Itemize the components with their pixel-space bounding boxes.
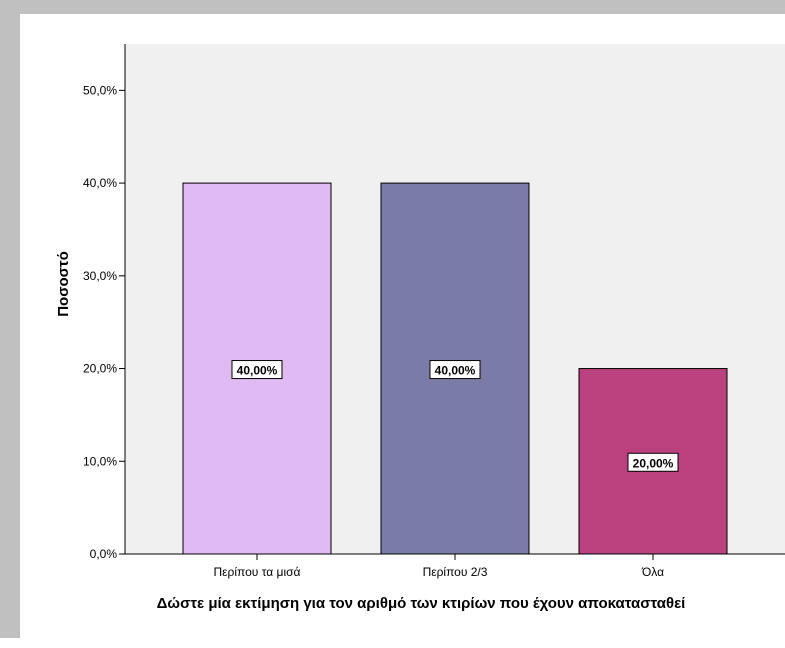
y-tick-label: 10,0% [83, 454, 117, 468]
data-label-box [429, 360, 481, 380]
y-tick-label: 30,0% [83, 269, 117, 283]
y-axis-ticks: 0,0% 10,0% 20,0% 30,0% 40,0% 50,0% [83, 83, 125, 561]
x-axis-ticks: Περίπου τα μισά Περίπου 2/3 Όλα [214, 554, 664, 579]
y-tick-label: 50,0% [83, 83, 117, 97]
bars: 40,00% 40,00% 20,00% [182, 182, 728, 555]
data-label: 40,00% [237, 364, 278, 378]
data-label-box [627, 452, 679, 472]
y-tick-label: 20,0% [83, 362, 117, 376]
data-label: 20,00% [633, 456, 674, 470]
y-tick-label: 0,0% [90, 547, 118, 561]
y-tick-label: 40,0% [83, 176, 117, 190]
x-tick-label: Περίπου 2/3 [423, 565, 488, 579]
window-frame-top [0, 0, 785, 14]
x-axis-title: Δώστε μία εκτίμηση για τον αριθμό των κτ… [156, 595, 686, 612]
window-frame-left [0, 0, 20, 638]
x-tick-label: Περίπου τα μισά [214, 565, 301, 579]
data-label-box [231, 360, 283, 380]
y-axis-title: Ποσοστό [55, 251, 72, 317]
x-tick-label: Όλα [641, 565, 664, 579]
data-label: 40,00% [435, 364, 476, 378]
